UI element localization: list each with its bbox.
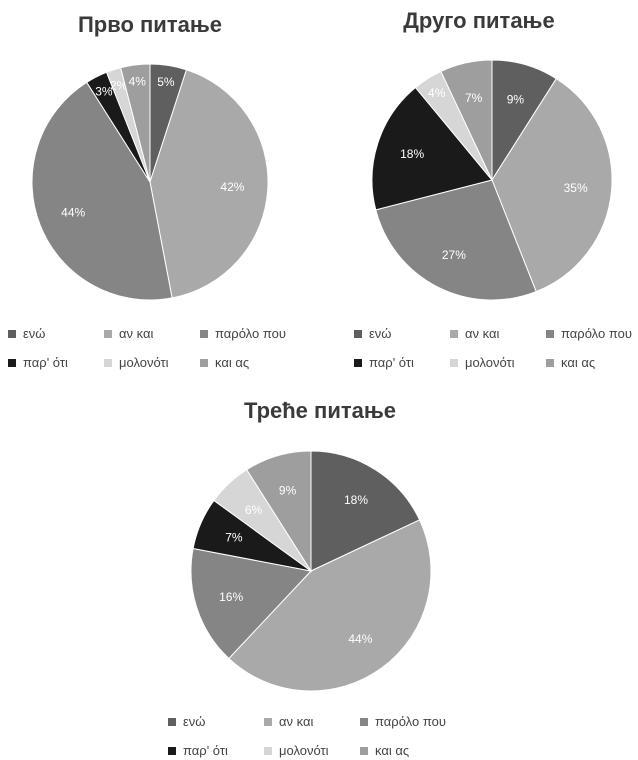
legend-item: ενώ [8,326,104,341]
legend-item: και ας [200,355,310,370]
pie-slice-4 [371,86,493,211]
pie-slice-3 [375,179,537,301]
pie-slice-3 [190,547,312,660]
legend-swatch [200,329,208,338]
legend-label: ενώ [183,714,206,729]
data-label: 35% [564,181,588,195]
legend-item: ενώ [168,714,264,729]
data-label: 42% [220,180,244,194]
legend-swatch [360,717,368,726]
legend-swatch [8,358,16,367]
chart-panel-first-question: Прво питање 5% 42% 44% 3% 2% 4% ενώ αν και παρό… [0,0,320,380]
data-label: 16% [219,590,243,604]
data-label: 7% [225,531,243,545]
legend-item: αν και [450,326,546,341]
data-label: 3% [95,85,113,99]
legend-swatch [8,329,16,338]
legend-label: μολονότι [465,355,515,370]
legend-label: αν και [279,714,314,729]
chart-legend: ενώ αν και παρόλο που παρ' ότι μολονότι και α… [8,326,310,370]
pie-slice-6 [246,450,312,573]
legend-label: παρόλο που [215,326,286,341]
chart-title: Треће питање [243,398,397,423]
legend-item: αν και [104,326,200,341]
pie-slice-1 [310,450,421,572]
legend-item: και ας [546,355,638,370]
data-label: 4% [129,74,147,88]
legend-label: παρ' ότι [23,355,68,370]
data-label: 7% [465,91,483,105]
legend-item: αν και [264,714,360,729]
data-label: 9% [507,92,525,106]
legend-label: παρ' ότι [183,743,228,758]
pie-slice-3 [31,81,173,301]
pie-slice-6 [120,63,151,183]
legend-label: αν και [119,326,154,341]
legend-item: ενώ [354,326,450,341]
chart-title: Прво питање [77,12,223,37]
legend-label: και ας [561,355,596,370]
legend-item: παρ' ότι [354,355,450,370]
legend-swatch [450,329,458,338]
pie-slice-6 [440,59,493,181]
pie-slice-2 [149,69,269,299]
legend-swatch [168,746,176,755]
chart-legend: ενώ αν και παρόλο που παρ' ότι μολονότι και α… [354,326,638,370]
pie-chart-third-question: 18% 44% 16% 7%6% 9% [190,450,432,692]
legend-swatch [546,358,554,367]
legend-label: παρόλο που [561,326,632,341]
legend-swatch [354,329,362,338]
legend-item: παρόλο που [360,714,470,729]
legend-swatch [200,358,208,367]
data-label: 18% [400,147,424,161]
data-label: 9% [279,483,297,497]
legend-label: μολονότι [119,355,169,370]
data-label: 6% [245,503,263,517]
legend-item: παρ' ότι [168,743,264,758]
data-label: 27% [442,248,466,262]
legend-swatch [264,746,272,755]
data-label: 4% [428,86,446,100]
legend-label: παρ' ότι [369,355,414,370]
legend-item: παρόλο που [546,326,638,341]
legend-label: και ας [215,355,250,370]
data-label: 44% [348,632,372,646]
legend-swatch [168,717,176,726]
legend-item: μολονότι [264,743,360,758]
data-label: 44% [61,205,85,219]
legend-item: μολονότι [104,355,200,370]
legend-item: μολονότι [450,355,546,370]
legend-item: παρόλο που [200,326,310,341]
data-label: 5% [157,75,175,89]
legend-label: ενώ [369,326,392,341]
legend-swatch [360,746,368,755]
data-label: 18% [344,493,368,507]
legend-item: και ας [360,743,470,758]
legend-swatch [104,358,112,367]
legend-label: αν και [465,326,500,341]
legend-swatch [450,358,458,367]
chart-panel-second-question: Друго питање 9% 35% 27% 18% 4% 7% ενώ αν και πα… [320,0,638,380]
legend-swatch [104,329,112,338]
legend-swatch [264,717,272,726]
chart-title: Друго питање [403,8,555,33]
pie-slice-2 [228,519,432,692]
pie-chart-second-question: 9% 35% 27% 18% 4% 7% [371,59,613,301]
legend-label: μολονότι [279,743,329,758]
legend-label: και ας [375,743,410,758]
chart-panel-third-question: Треће питање 18% 44% 16% 7% 6% 9% ενώ αν και πα… [140,392,500,760]
legend-item: παρ' ότι [8,355,104,370]
chart-legend: ενώ αν και παρόλο που παρ' ότι μολονότι και α… [168,714,470,758]
data-label: 2% [110,78,128,92]
legend-label: ενώ [23,326,46,341]
pie-slice-2 [491,77,613,293]
legend-swatch [546,329,554,338]
legend-swatch [354,358,362,367]
pie-chart-first-question: 5% 42% 44% 3%2% 4% [31,63,269,301]
legend-label: παρόλο που [375,714,446,729]
